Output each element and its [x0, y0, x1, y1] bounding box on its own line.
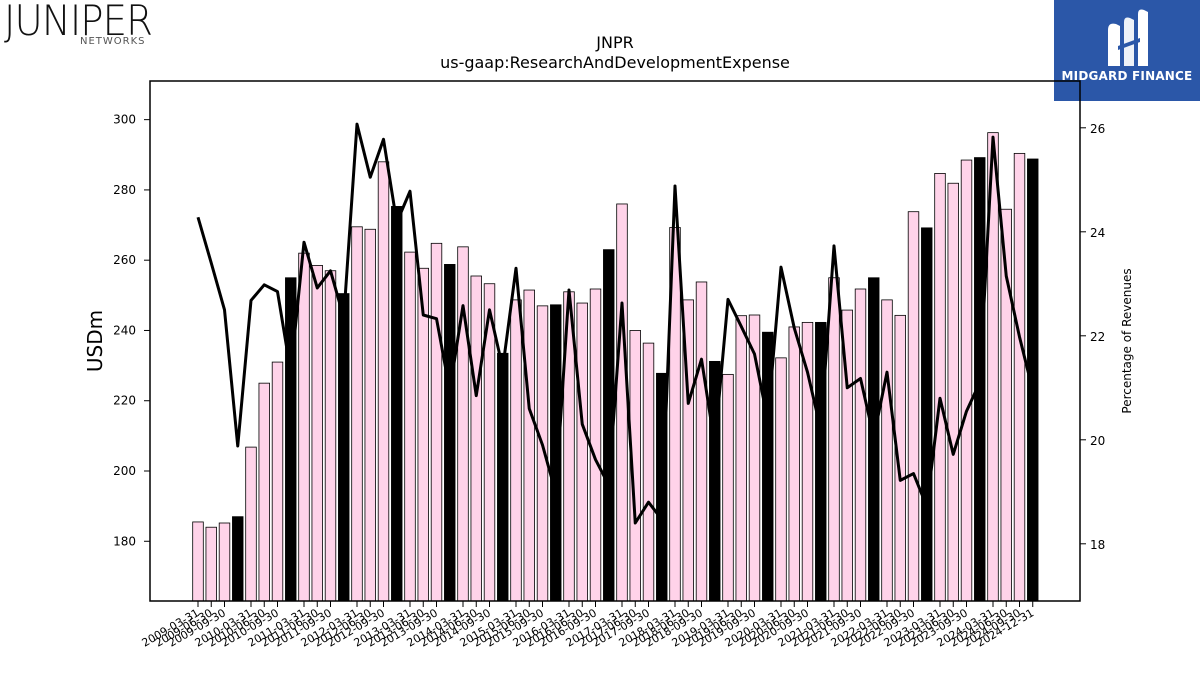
- bar-quarter: [417, 267, 429, 602]
- bar-quarter: [404, 251, 416, 602]
- bar-quarter: [788, 326, 800, 602]
- bar-quarter: [1013, 152, 1026, 602]
- brand-logo-word: JUNIPER: [4, 0, 153, 45]
- bar-quarter: [218, 522, 231, 602]
- y-axis-left-label: USDm: [83, 310, 107, 372]
- bar-quarter: [828, 277, 840, 602]
- bar-annual: [921, 227, 933, 602]
- y-tick-label: 260: [113, 253, 136, 267]
- midgard-finance-logo: MIDGARD FINANCE: [1054, 0, 1200, 101]
- bar-annual: [444, 264, 456, 602]
- bar-quarter: [311, 265, 323, 602]
- bar-quarter: [854, 288, 867, 602]
- juniper-networks-logo: JUNIPER NETWORKS: [0, 0, 170, 60]
- bar-quarter: [271, 361, 284, 602]
- bar-quarter: [377, 161, 390, 602]
- y-tick-label: 300: [113, 113, 136, 127]
- y-tick-label: 240: [113, 323, 136, 337]
- y2-tick-label: 24: [1090, 226, 1105, 240]
- y-axis-left: 180 200 220 240 260 280 300: [113, 113, 150, 548]
- y2-tick-label: 22: [1090, 330, 1105, 344]
- y-tick-label: 200: [113, 464, 136, 478]
- bar-quarter: [192, 521, 204, 602]
- bar-quarter: [775, 357, 787, 602]
- bar-quarter: [324, 270, 337, 602]
- bar-quarter: [934, 173, 946, 602]
- bar-quarter: [947, 182, 959, 602]
- bar-quarter: [351, 226, 363, 602]
- percentage-line-series: [196, 122, 1035, 525]
- y2-tick-label: 20: [1090, 434, 1105, 448]
- bar-quarter: [430, 242, 443, 602]
- bar-quarter: [205, 526, 217, 602]
- bar-quarter: [258, 382, 270, 602]
- bar-quarter: [881, 299, 893, 602]
- bar-quarter: [523, 289, 535, 602]
- chart-subtitle: us-gaap:ResearchAndDevelopmentExpense: [440, 53, 790, 72]
- bar-series: [192, 132, 1039, 602]
- bar-annual: [232, 516, 244, 602]
- bar-annual: [391, 206, 403, 602]
- bar-quarter: [616, 203, 628, 602]
- bar-quarter: [298, 252, 310, 602]
- y-axis-right-label: Percentage of Revenues: [1120, 268, 1134, 413]
- y2-tick-label: 26: [1090, 122, 1105, 136]
- plot-frame: [149, 80, 1081, 602]
- bar-quarter: [457, 246, 469, 602]
- y-axis-right: 18 20 22 24 26: [1080, 122, 1105, 552]
- bar-quarter: [364, 228, 376, 602]
- midgard-logo-mark-icon: [1108, 9, 1148, 67]
- y-tick-label: 180: [113, 534, 136, 548]
- bar-quarter: [245, 446, 257, 602]
- chart-title: JNPR: [595, 33, 633, 52]
- y2-tick-label: 18: [1090, 538, 1105, 552]
- bar-quarter: [470, 275, 482, 602]
- bar-annual: [497, 352, 509, 602]
- y-tick-label: 280: [113, 183, 136, 197]
- bar-quarter: [510, 299, 522, 602]
- bar-quarter: [642, 342, 655, 602]
- partner-logo-text: MIDGARD FINANCE: [1061, 69, 1193, 83]
- brand-logo-sub: NETWORKS: [80, 36, 146, 47]
- bar-quarter: [589, 288, 602, 602]
- y-tick-label: 220: [113, 394, 136, 408]
- bar-annual: [868, 277, 880, 602]
- bar-quarter: [722, 373, 734, 602]
- x-axis: 2009-03-312009-06-302009-09-302010-03-31…: [140, 601, 1036, 650]
- bar-quarter: [960, 159, 973, 602]
- bar-annual: [338, 293, 350, 602]
- bar-quarter: [576, 302, 588, 602]
- bar-quarter: [907, 211, 920, 602]
- bar-quarter: [695, 281, 708, 602]
- percentage-line: [196, 122, 1035, 525]
- bar-quarter: [735, 315, 747, 602]
